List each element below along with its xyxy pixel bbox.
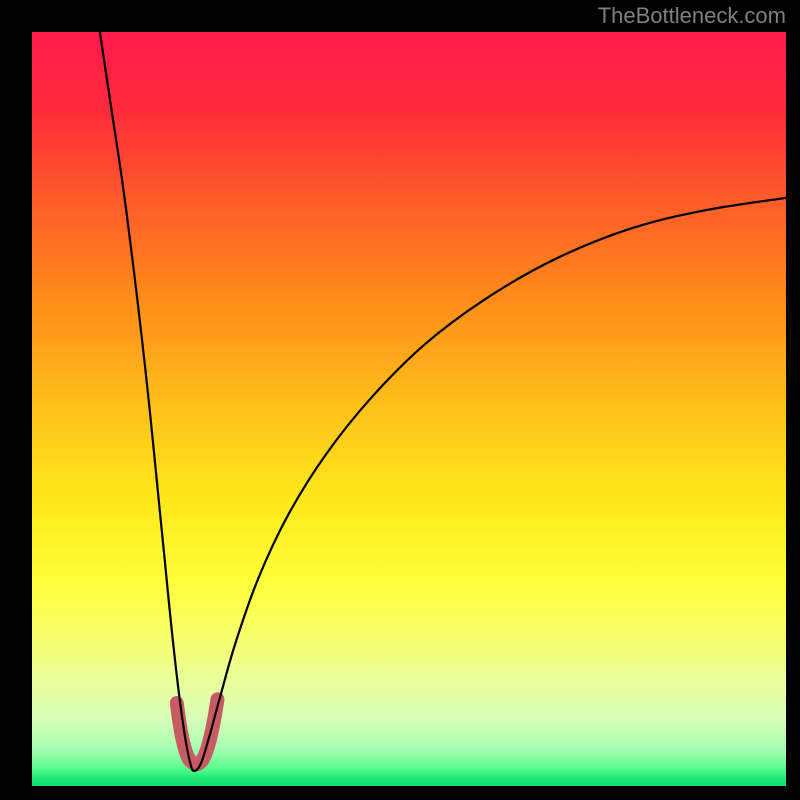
gradient-background <box>32 32 786 786</box>
watermark-text: TheBottleneck.com <box>598 3 786 29</box>
plot-svg <box>32 32 786 786</box>
plot-area <box>32 32 786 786</box>
